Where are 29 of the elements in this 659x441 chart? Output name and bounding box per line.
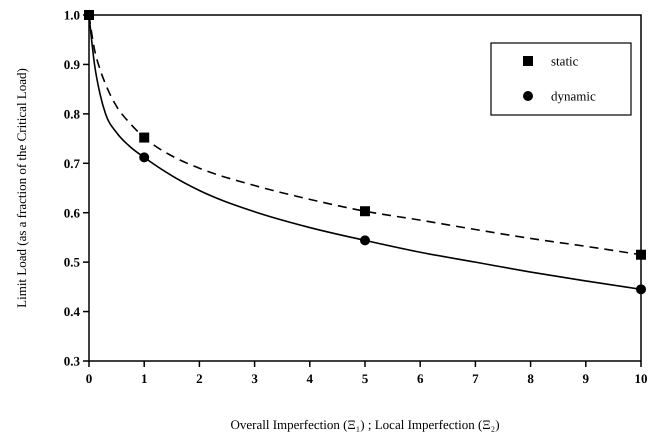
y-tick-label: 0.8	[64, 106, 80, 122]
y-tick-label: 0.6	[64, 205, 80, 220]
x-tick-label: 2	[196, 371, 203, 386]
x-tick-label: 9	[582, 371, 590, 386]
y-tick-label: 0.3	[64, 354, 80, 369]
x-tick-label: 7	[472, 371, 480, 386]
x-tick-label: 0	[86, 371, 92, 386]
x-axis-title: Overall Imperfection (Ξ₁) ; Local Imperfection (Ξ₂)	[230, 417, 500, 432]
legend-label: dynamic	[551, 88, 596, 104]
y-tick-label: 0.5	[64, 254, 80, 270]
y-tick-label: 0.9	[64, 56, 80, 72]
x-tick-label: 3	[251, 371, 258, 386]
x-tick-label: 4	[306, 371, 314, 386]
x-tick-label: 1	[140, 371, 148, 386]
y-tick-label: 0.4	[64, 304, 80, 320]
x-tick-label: 8	[527, 371, 534, 386]
y-axis-title: Limit Load (as a fraction of the Critical Load)	[14, 68, 29, 308]
point	[360, 235, 370, 246]
y-tick-label: 1.0	[64, 8, 80, 23]
point	[139, 152, 150, 162]
x-tick-label: 6	[416, 371, 424, 386]
point	[636, 284, 646, 294]
point	[636, 250, 646, 260]
x-tick-label: 5	[362, 371, 369, 386]
point	[360, 206, 370, 216]
point	[139, 132, 150, 143]
x-tick-label: 10	[634, 371, 648, 386]
legend-label: static	[551, 54, 579, 69]
y-tick-label: 0.7	[64, 156, 80, 171]
